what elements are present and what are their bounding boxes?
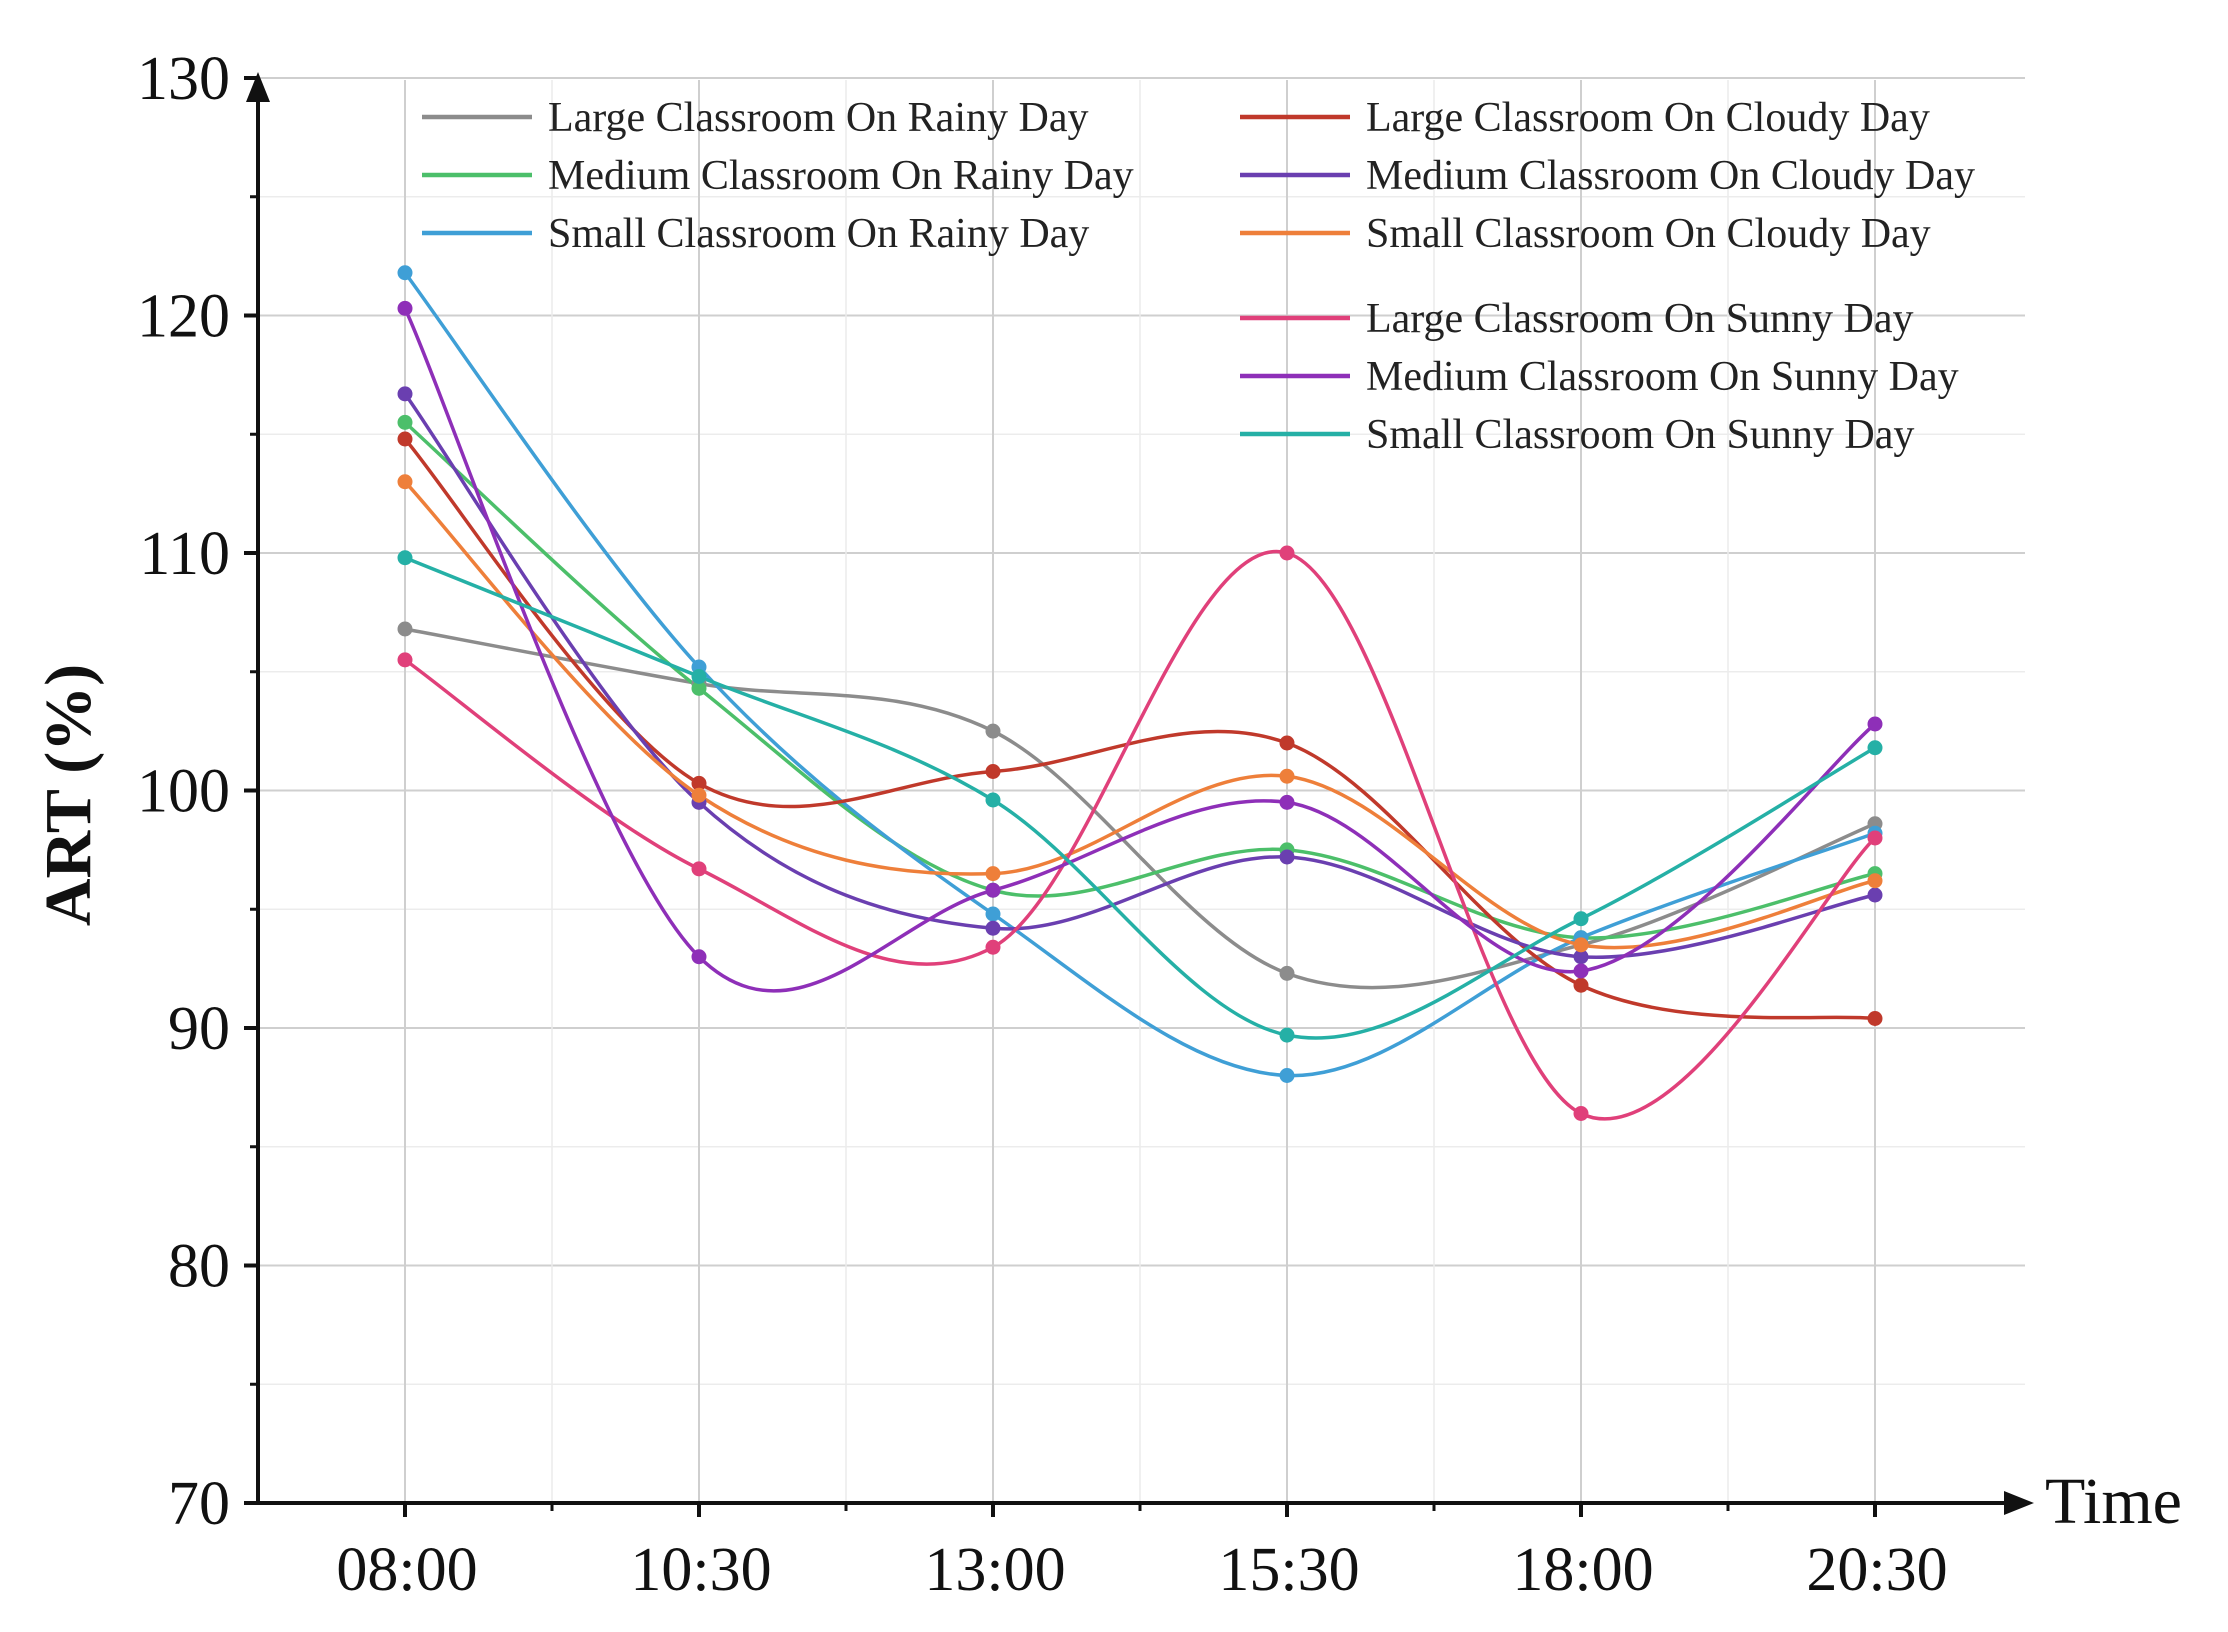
x-axis-title: Time xyxy=(2045,1465,2182,1538)
series-line-2 xyxy=(403,421,1876,940)
data-point xyxy=(691,680,707,696)
legend-label: Medium Classroom On Cloudy Day xyxy=(1366,153,1975,199)
data-point xyxy=(397,474,413,490)
data-point xyxy=(1279,735,1295,751)
y-tick-label: 100 xyxy=(137,758,230,826)
y-tick-label: 80 xyxy=(168,1233,230,1301)
legend-label: Medium Classroom On Rainy Day xyxy=(548,153,1134,199)
series-line-5 xyxy=(403,392,1876,959)
series-points xyxy=(397,265,1883,1121)
x-tick-label: 08:00 xyxy=(336,1536,477,1604)
grid xyxy=(258,77,2025,1503)
data-point xyxy=(985,920,1001,936)
x-tick-label: 10:30 xyxy=(630,1536,771,1604)
legend-label: Large Classroom On Rainy Day xyxy=(548,95,1088,141)
y-tick-label: 120 xyxy=(137,283,230,351)
legend-label: Large Classroom On Cloudy Day xyxy=(1366,95,1930,141)
data-point xyxy=(397,265,413,281)
y-tick-label: 70 xyxy=(168,1470,230,1538)
x-tick-label: 20:30 xyxy=(1806,1536,1947,1604)
data-point xyxy=(985,764,1001,779)
data-point xyxy=(985,723,1001,739)
data-point xyxy=(1279,545,1295,561)
legend: Large Classroom On Rainy Day Medium Class… xyxy=(422,95,1975,458)
data-point xyxy=(1867,716,1883,732)
data-point xyxy=(985,906,1001,922)
y-axis-title: ART (%) xyxy=(32,664,105,926)
data-point xyxy=(985,882,1001,898)
y-tick-label: 110 xyxy=(139,520,230,588)
y-tick-label: 90 xyxy=(168,995,230,1063)
data-point xyxy=(1279,1068,1295,1083)
legend-label: Small Classroom On Cloudy Day xyxy=(1366,211,1931,257)
data-point xyxy=(1867,830,1883,846)
data-point xyxy=(1573,911,1589,927)
data-point xyxy=(691,949,707,965)
data-point xyxy=(691,669,707,684)
data-point xyxy=(1279,965,1295,981)
data-point xyxy=(1573,937,1589,953)
data-point xyxy=(1279,849,1295,865)
data-point xyxy=(1867,1011,1883,1026)
series-line-6 xyxy=(403,480,1876,950)
series-line-9 xyxy=(404,556,1876,1040)
x-tick-label: 15:30 xyxy=(1218,1536,1359,1604)
series-lines xyxy=(403,271,1877,1121)
data-point xyxy=(1573,963,1589,979)
data-point xyxy=(1279,1027,1295,1043)
data-point xyxy=(1867,873,1883,889)
series-line-1 xyxy=(404,627,1876,990)
data-point xyxy=(1867,740,1883,756)
data-point xyxy=(985,866,1001,882)
legend-label: Small Classroom On Sunny Day xyxy=(1366,412,1914,458)
data-point xyxy=(397,550,413,566)
data-point xyxy=(691,861,707,877)
legend-label: Medium Classroom On Sunny Day xyxy=(1366,354,1959,400)
x-tick-label: 13:00 xyxy=(924,1536,1065,1604)
data-point xyxy=(691,787,707,803)
legend-label: Large Classroom On Sunny Day xyxy=(1366,296,1914,342)
data-point xyxy=(1867,887,1883,903)
series-line-8 xyxy=(403,307,1877,993)
y-axis-arrow xyxy=(246,72,270,102)
x-tick-label: 18:00 xyxy=(1512,1536,1653,1604)
data-point xyxy=(397,300,413,316)
ticks: 70 80 90 100 110 120 130 08:00 10:30 13:00 15:30 18… xyxy=(137,45,1948,1604)
data-point xyxy=(985,792,1001,808)
data-point xyxy=(1573,1106,1589,1121)
data-point xyxy=(397,621,413,637)
data-point xyxy=(1573,949,1589,965)
data-point xyxy=(1573,977,1589,993)
series-line-3 xyxy=(403,271,1876,1078)
y-tick-label: 130 xyxy=(137,45,230,113)
data-point xyxy=(397,431,413,447)
axes xyxy=(246,72,2034,1515)
data-point xyxy=(397,386,413,402)
data-point xyxy=(1279,768,1295,784)
data-point xyxy=(397,414,413,430)
legend-label: Small Classroom On Rainy Day xyxy=(548,211,1089,257)
data-point xyxy=(1279,794,1295,810)
data-point xyxy=(985,939,1001,955)
x-axis-arrow xyxy=(2004,1491,2034,1515)
data-point xyxy=(691,775,707,791)
data-point xyxy=(397,652,413,668)
